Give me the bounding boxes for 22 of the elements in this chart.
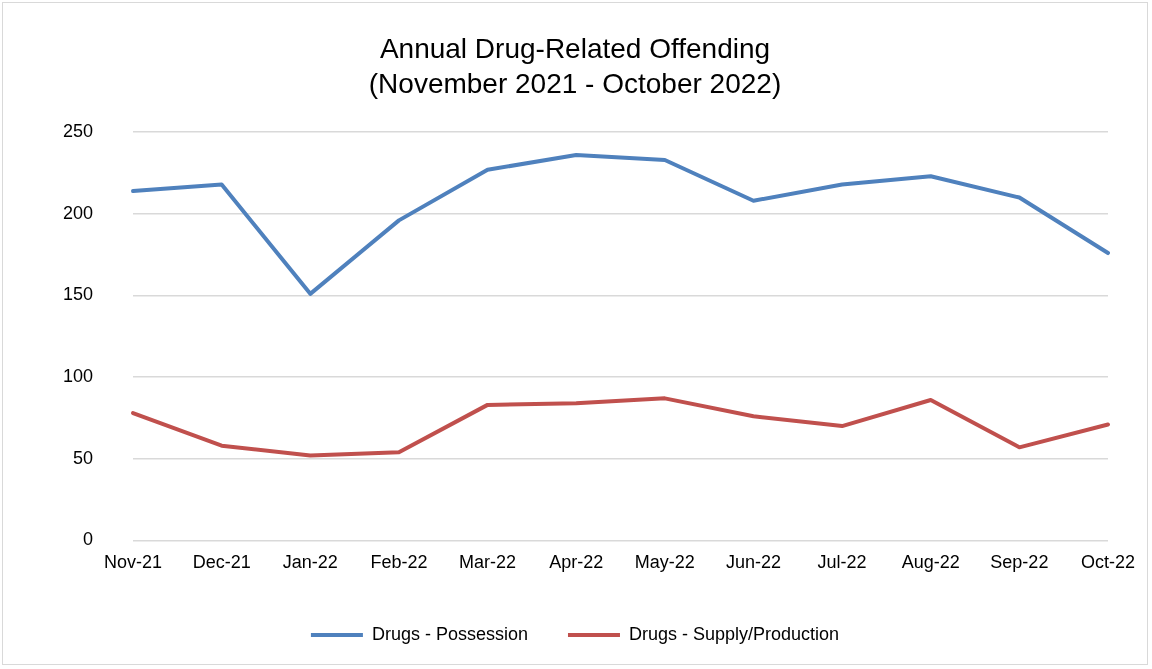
x-tick-label: Aug-22 [901, 552, 960, 573]
x-tick-label: Apr-22 [549, 552, 604, 573]
x-tick-label: Jan-22 [282, 552, 338, 573]
x-tick-label: Jul-22 [817, 552, 867, 573]
x-tick-label: May-22 [634, 552, 695, 573]
x-tick-label: Dec-21 [192, 552, 251, 573]
legend-label: Drugs - Possession [371, 623, 528, 644]
chart-title: Annual Drug-Related Offending [379, 32, 771, 64]
x-tick-label: Mar-22 [459, 552, 517, 573]
x-tick-label: Sep-22 [990, 552, 1049, 573]
y-tick-label: 0 [83, 529, 94, 550]
x-tick-label: Oct-22 [1080, 552, 1136, 573]
y-tick-label: 150 [62, 284, 94, 305]
x-tick-label: Feb-22 [370, 552, 428, 573]
x-tick-label: Jun-22 [725, 552, 781, 573]
legend-label: Drugs - Supply/Production [628, 623, 840, 644]
y-tick-label: 100 [62, 366, 94, 387]
chart-subtitle: (November 2021 - October 2022) [368, 68, 782, 100]
y-tick-label: 50 [73, 447, 94, 468]
y-tick-label: 250 [62, 121, 94, 142]
x-tick-label: Nov-21 [104, 552, 163, 573]
y-tick-label: 200 [62, 202, 94, 223]
